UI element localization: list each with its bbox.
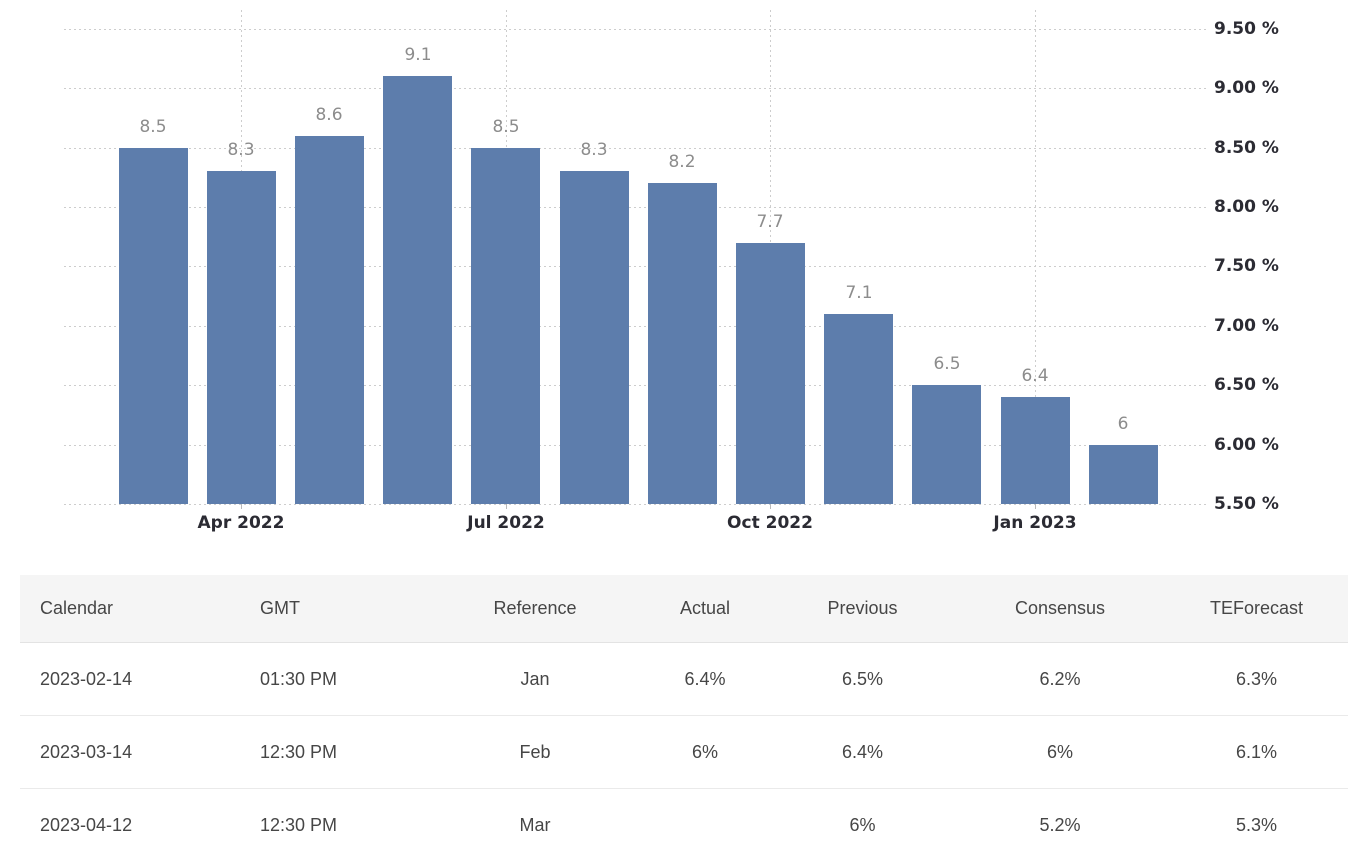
table-header-cell: TEForecast — [1165, 575, 1348, 643]
table-header-cell: Actual — [640, 575, 770, 643]
table-cell: 6% — [640, 716, 770, 789]
table-cell: 12:30 PM — [240, 716, 430, 789]
table-cell: 6.2% — [955, 643, 1165, 716]
y-axis-tick-label: 7.50 % — [1214, 255, 1279, 277]
table-cell: 6.1% — [1165, 716, 1348, 789]
table-cell: Mar — [430, 789, 640, 861]
table-cell: 2023-04-12 — [20, 789, 240, 861]
bar-value-label: 8.5 — [466, 117, 546, 137]
x-axis-tick-mark — [241, 504, 242, 509]
bar-value-label: 7.7 — [730, 212, 810, 232]
bar[interactable] — [119, 148, 188, 504]
x-axis-tick-label: Jul 2022 — [436, 512, 576, 534]
x-axis-tick-mark — [1035, 504, 1036, 509]
table-cell: 6.4% — [640, 643, 770, 716]
bar-value-label: 8.3 — [201, 140, 281, 160]
table-cell: 5.3% — [1165, 789, 1348, 861]
bar-value-label: 8.3 — [554, 140, 634, 160]
bar[interactable] — [648, 183, 717, 504]
y-axis-tick-label: 5.50 % — [1214, 493, 1279, 515]
table-cell: Jan — [430, 643, 640, 716]
y-axis-tick-label: 8.00 % — [1214, 196, 1279, 218]
table-cell: Feb — [430, 716, 640, 789]
bar[interactable] — [1001, 397, 1070, 504]
x-axis-tick-mark — [506, 504, 507, 509]
bar[interactable] — [912, 385, 981, 504]
y-axis-tick-label: 8.50 % — [1214, 137, 1279, 159]
bar-value-label: 9.1 — [378, 45, 458, 65]
y-axis-tick-label: 6.00 % — [1214, 434, 1279, 456]
table-cell — [640, 789, 770, 861]
table-cell: 2023-03-14 — [20, 716, 240, 789]
inflation-rate-bar-chart: 9.50 % 9.00 % 8.50 % 8.00 % 7.50 % 7.00 % 6.50… — [0, 0, 1370, 575]
bar-value-label: 8.2 — [642, 152, 722, 172]
table-cell: 6.4% — [770, 716, 955, 789]
table-header-cell: Calendar — [20, 575, 240, 643]
bar[interactable] — [824, 314, 893, 504]
bar[interactable] — [736, 243, 805, 504]
table-cell: 6% — [770, 789, 955, 861]
bar-value-label: 8.5 — [113, 117, 193, 137]
x-axis-tick-label: Oct 2022 — [700, 512, 840, 534]
y-axis-tick-label: 7.00 % — [1214, 315, 1279, 337]
table-header-cell: GMT — [240, 575, 430, 643]
table-cell: 6.5% — [770, 643, 955, 716]
y-axis-tick-label: 9.50 % — [1214, 18, 1279, 40]
table-cell: 01:30 PM — [240, 643, 430, 716]
bar-value-label: 6.5 — [907, 354, 987, 374]
bar[interactable] — [295, 136, 364, 504]
table-cell: 6.3% — [1165, 643, 1348, 716]
bar[interactable] — [471, 148, 540, 504]
table-cell: 12:30 PM — [240, 789, 430, 861]
bar-value-label: 6.4 — [995, 366, 1075, 386]
table-header-cell: Previous — [770, 575, 955, 643]
table-cell: 6% — [955, 716, 1165, 789]
bar[interactable] — [207, 171, 276, 504]
x-axis-tick-label: Apr 2022 — [171, 512, 311, 534]
bar-value-label: 7.1 — [819, 283, 899, 303]
table-cell: 2023-02-14 — [20, 643, 240, 716]
table-header-cell: Consensus — [955, 575, 1165, 643]
table-cell: 5.2% — [955, 789, 1165, 861]
x-axis-tick-label: Jan 2023 — [965, 512, 1105, 534]
x-axis-tick-mark — [770, 504, 771, 509]
bar[interactable] — [383, 76, 452, 504]
bar-value-label: 8.6 — [289, 105, 369, 125]
table-header-cell: Reference — [430, 575, 640, 643]
bar[interactable] — [560, 171, 629, 504]
y-axis-tick-label: 9.00 % — [1214, 77, 1279, 99]
bar-value-label: 6 — [1083, 414, 1163, 434]
y-axis-tick-label: 6.50 % — [1214, 374, 1279, 396]
bar[interactable] — [1089, 445, 1158, 504]
